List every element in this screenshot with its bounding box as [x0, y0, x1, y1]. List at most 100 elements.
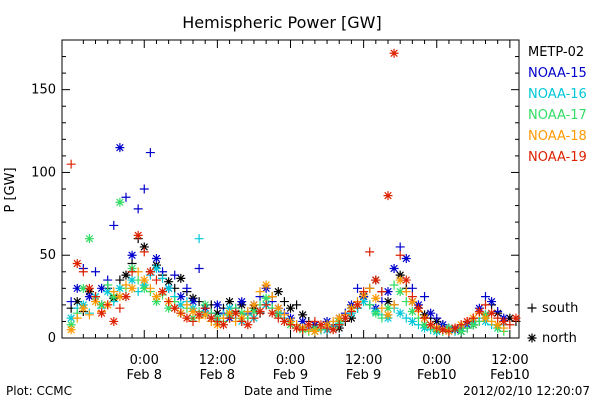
south-marker: [377, 303, 387, 313]
north-marker: [426, 320, 436, 330]
north-marker: [505, 313, 515, 323]
north-marker: [200, 310, 210, 320]
north-marker: [316, 320, 326, 330]
south-marker: [255, 287, 265, 297]
north-marker: [103, 287, 113, 297]
north-marker: [78, 283, 88, 293]
north-marker: [151, 254, 161, 264]
north-marker: [310, 326, 320, 336]
south-marker: [151, 275, 161, 285]
south-marker: [225, 313, 235, 323]
south-marker: [267, 292, 277, 302]
legend-item-noaa-18: NOAA-18: [528, 129, 587, 144]
north-marker: [511, 313, 521, 323]
north-marker: [468, 320, 478, 330]
x-tick-date: Feb 8: [200, 368, 235, 383]
south-marker: [103, 280, 113, 290]
north-marker: [72, 283, 82, 293]
north-marker: [97, 283, 107, 293]
south-marker: [127, 267, 137, 277]
south-marker: [389, 280, 399, 290]
south-marker: [334, 320, 344, 330]
south-marker: [200, 303, 210, 313]
north-marker: [487, 308, 497, 318]
north-marker: [72, 297, 82, 307]
south-marker: [432, 323, 442, 333]
north-marker: [212, 300, 222, 310]
north-marker: [493, 320, 503, 330]
y-tick-label: 50: [39, 248, 56, 263]
north-marker: [346, 313, 356, 323]
south-marker: [72, 313, 82, 323]
north-marker: [115, 143, 125, 153]
south-marker: [194, 234, 204, 244]
north-marker: [413, 303, 423, 313]
north-marker: [401, 275, 411, 285]
north-marker: [401, 254, 411, 264]
x-tick-date: Feb 9: [273, 368, 308, 383]
south-marker: [480, 292, 490, 302]
south-marker: [115, 275, 125, 285]
north-marker: [298, 316, 308, 326]
south-marker: [243, 307, 253, 317]
north-marker: [383, 287, 393, 297]
legend: METP-02 NOAA-15 NOAA-16 NOAA-17 NOAA-18 NOAA-…: [528, 45, 587, 165]
north-marker: [188, 297, 198, 307]
north-marker: [292, 323, 302, 333]
north-marker: [218, 320, 228, 330]
north-marker: [231, 308, 241, 318]
north-marker: [340, 313, 350, 323]
north-marker: [450, 323, 460, 333]
north-marker: [151, 292, 161, 302]
north-marker: [371, 308, 381, 318]
north-marker: [474, 307, 484, 317]
south-marker: [353, 283, 363, 293]
north-marker: [176, 273, 186, 283]
north-marker: [225, 308, 235, 318]
north-marker: [109, 292, 119, 302]
legend-item-noaa-16: NOAA-16: [528, 87, 587, 102]
north-marker: [72, 259, 82, 268]
south-marker: [505, 320, 515, 330]
north-marker: [115, 283, 125, 293]
south-marker: [420, 292, 430, 302]
south-marker: [365, 283, 375, 293]
north-marker: [407, 307, 417, 317]
north-marker: [115, 197, 125, 207]
south-marker: [182, 300, 192, 310]
north-marker: [84, 292, 94, 302]
series-noaa-15: [66, 143, 509, 336]
south-marker: [346, 307, 356, 317]
north-marker: [127, 275, 137, 285]
north-marker: [182, 313, 192, 323]
north-marker: [139, 283, 149, 293]
north-marker: [249, 307, 259, 317]
south-marker: [389, 300, 399, 310]
north-marker: [383, 297, 393, 307]
north-marker: [225, 297, 235, 307]
north-marker: [395, 275, 405, 285]
north-marker: [420, 320, 430, 330]
x-tick-date: Feb 9: [346, 368, 381, 383]
north-marker: [66, 313, 76, 323]
y-tick-label: 100: [31, 165, 56, 180]
north-marker: [383, 310, 393, 320]
x-tick-time: 12:00: [199, 353, 236, 368]
legend-item-noaa-17: NOAA-17: [528, 108, 587, 123]
plot-area: [61, 39, 520, 339]
south-marker: [103, 300, 113, 310]
south-marker: [377, 287, 387, 297]
north-marker: [121, 270, 131, 280]
north-marker: [225, 303, 235, 313]
x-tick-time: 12:00: [345, 353, 382, 368]
north-marker: [66, 325, 76, 335]
x-axis-label: Date and Time: [244, 384, 332, 398]
north-marker: [456, 326, 466, 336]
north-marker: [139, 275, 149, 285]
plot-border: [61, 39, 520, 339]
x-tick-date: Feb 8: [127, 368, 162, 383]
north-marker: [66, 320, 76, 330]
south-marker: [261, 300, 271, 310]
x-tick-time: 0:00: [130, 353, 159, 368]
